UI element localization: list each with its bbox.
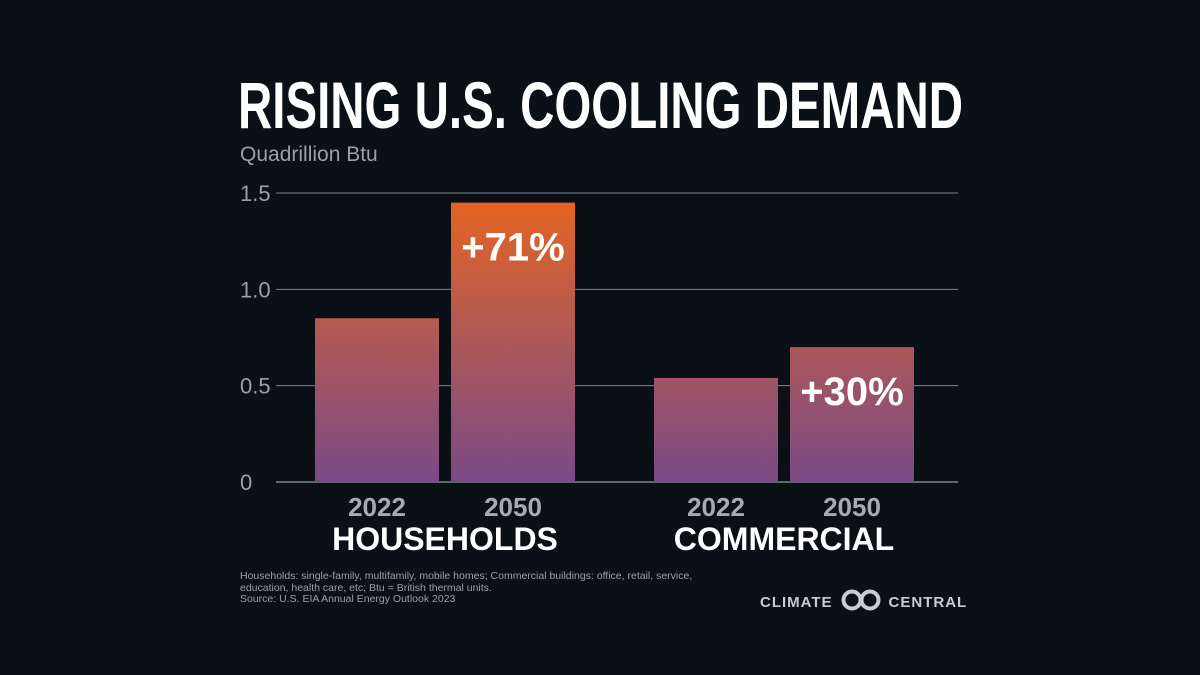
y-tick-label: 0 [240,470,252,495]
chart-title: RISING U.S. COOLING DEMAND [238,68,963,142]
data-label-households: +71% [461,226,564,270]
footnote-line-1: Households: single-family, multifamily, … [240,570,693,582]
climate-central-logo: CLIMATE CENTRAL [760,589,968,615]
bar-households-2022 [315,318,439,482]
logo-text-right: CENTRAL [888,593,968,611]
y-axis-unit-label: Quadrillion Btu [240,143,378,166]
interlocking-rings-icon [839,589,883,615]
bar-commercial-2022 [654,377,778,482]
x-tick-label: 2050 [823,492,881,522]
y-tick-label: 1.0 [240,277,271,302]
logo-text-left: CLIMATE [760,593,833,611]
chart-title-text: RISING U.S. COOLING DEMAND [238,68,963,142]
footnote: Households: single-family, multifamily, … [240,570,760,606]
x-tick-label: 2022 [687,492,745,522]
y-tick-label: 1.5 [240,181,271,206]
footnote-line-2: education, health care, etc; Btu = Briti… [240,581,492,594]
bar-commercial-2050 [790,347,914,482]
group-label-commercial: COMMERCIAL [674,521,894,557]
x-tick-label: 2022 [348,492,406,522]
group-label-households: HOUSEHOLDS [332,521,558,557]
bar-households-2050 [451,202,575,482]
x-tick-label: 2050 [484,492,542,522]
data-label-commercial: +30% [800,370,903,414]
footnote-source: Source: U.S. EIA Annual Energy Outlook 2… [240,593,456,605]
y-tick-label: 0.5 [240,374,271,399]
